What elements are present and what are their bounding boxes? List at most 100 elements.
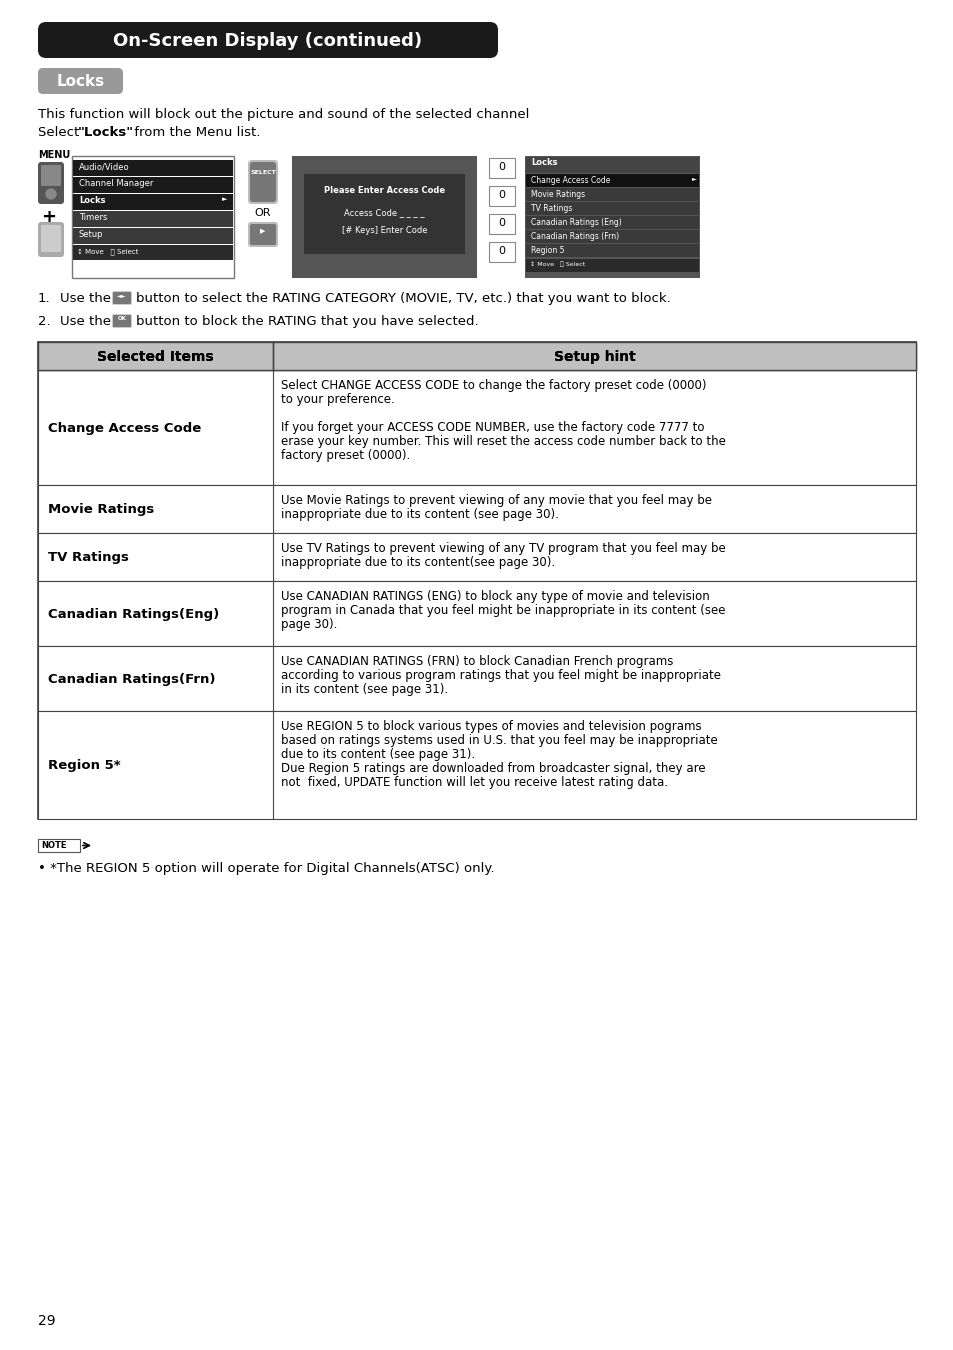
Text: button to select the RATING CATEGORY (MOVIE, TV, etc.) that you want to block.: button to select the RATING CATEGORY (MO… bbox=[136, 292, 670, 305]
Text: Canadian Ratings (Eng): Canadian Ratings (Eng) bbox=[531, 217, 621, 227]
Text: Select CHANGE ACCESS CODE to change the factory preset code (0000): Select CHANGE ACCESS CODE to change the … bbox=[281, 379, 706, 391]
Text: NOTE: NOTE bbox=[41, 841, 67, 850]
Text: ►: ► bbox=[691, 176, 696, 181]
FancyBboxPatch shape bbox=[38, 22, 497, 58]
Text: inappropriate due to its content(see page 30).: inappropriate due to its content(see pag… bbox=[281, 556, 555, 568]
Bar bbox=[38, 580, 915, 647]
Bar bbox=[525, 157, 699, 173]
Text: 0: 0 bbox=[498, 217, 505, 228]
Text: Use CANADIAN RATINGS (FRN) to block Canadian French programs: Use CANADIAN RATINGS (FRN) to block Cana… bbox=[281, 655, 673, 668]
Text: erase your key number. This will reset the access code number back to the: erase your key number. This will reset t… bbox=[281, 435, 725, 448]
Text: Use CANADIAN RATINGS (ENG) to block any type of movie and television: Use CANADIAN RATINGS (ENG) to block any … bbox=[281, 590, 709, 603]
Text: SELECT: SELECT bbox=[250, 170, 275, 176]
Text: 0: 0 bbox=[498, 162, 505, 171]
Text: in its content (see page 31).: in its content (see page 31). bbox=[281, 683, 448, 697]
Bar bbox=[525, 244, 699, 256]
Bar bbox=[73, 228, 233, 244]
FancyBboxPatch shape bbox=[41, 165, 61, 186]
Text: Channel Manager: Channel Manager bbox=[79, 180, 153, 188]
Text: Use REGION 5 to block various types of movies and television pograms: Use REGION 5 to block various types of m… bbox=[281, 720, 700, 733]
Bar bbox=[489, 242, 515, 262]
Text: OK: OK bbox=[117, 316, 127, 321]
FancyBboxPatch shape bbox=[248, 221, 277, 247]
Text: TV Ratings: TV Ratings bbox=[48, 552, 129, 564]
FancyBboxPatch shape bbox=[41, 225, 61, 252]
Text: Access Code _ _ _ _: Access Code _ _ _ _ bbox=[344, 208, 424, 217]
Text: • *The REGION 5 option will operate for Digital Channels(ATSC) only.: • *The REGION 5 option will operate for … bbox=[38, 863, 494, 875]
Text: This function will block out the picture and sound of the selected channel: This function will block out the picture… bbox=[38, 108, 529, 122]
Text: Setup hint: Setup hint bbox=[553, 350, 635, 365]
Bar bbox=[525, 230, 699, 243]
FancyBboxPatch shape bbox=[38, 221, 64, 256]
Text: Use TV Ratings to prevent viewing of any TV program that you feel may be: Use TV Ratings to prevent viewing of any… bbox=[281, 541, 725, 555]
Text: due to its content (see page 31).: due to its content (see page 31). bbox=[281, 748, 475, 761]
Bar bbox=[38, 342, 915, 819]
Bar bbox=[525, 188, 699, 201]
Text: 0: 0 bbox=[498, 246, 505, 256]
Text: ↕ Move   ␠ Select: ↕ Move ␠ Select bbox=[77, 248, 138, 255]
Text: If you forget your ACCESS CODE NUMBER, use the factory code 7777 to: If you forget your ACCESS CODE NUMBER, u… bbox=[281, 421, 703, 433]
Text: factory preset (0000).: factory preset (0000). bbox=[281, 450, 410, 462]
Circle shape bbox=[46, 189, 56, 198]
Text: [# Keys] Enter Code: [# Keys] Enter Code bbox=[341, 225, 427, 235]
Text: Region 5: Region 5 bbox=[531, 246, 564, 255]
Text: 2.: 2. bbox=[38, 315, 51, 328]
Text: 29: 29 bbox=[38, 1314, 55, 1328]
Bar bbox=[38, 342, 915, 370]
Text: Selected Items: Selected Items bbox=[97, 350, 213, 365]
Text: Timers: Timers bbox=[79, 213, 108, 221]
Text: program in Canada that you feel might be inappropriate in its content (see: program in Canada that you feel might be… bbox=[281, 603, 724, 617]
Text: based on ratings systems used in U.S. that you feel may be inappropriate: based on ratings systems used in U.S. th… bbox=[281, 734, 717, 747]
FancyBboxPatch shape bbox=[250, 224, 275, 244]
Bar bbox=[525, 259, 699, 271]
FancyBboxPatch shape bbox=[248, 161, 277, 204]
FancyBboxPatch shape bbox=[112, 292, 132, 305]
Text: Movie Ratings: Movie Ratings bbox=[48, 504, 154, 517]
Bar bbox=[525, 216, 699, 230]
Text: ◄►: ◄► bbox=[117, 293, 127, 298]
Text: 1.: 1. bbox=[38, 292, 51, 305]
Text: Due Region 5 ratings are downloaded from broadcaster signal, they are: Due Region 5 ratings are downloaded from… bbox=[281, 761, 705, 775]
Bar bbox=[525, 174, 699, 188]
Bar bbox=[38, 711, 915, 819]
Bar bbox=[38, 647, 915, 711]
Text: according to various program ratings that you feel might be inappropriate: according to various program ratings tha… bbox=[281, 670, 720, 682]
Text: ↕ Move   ␠ Select: ↕ Move ␠ Select bbox=[530, 261, 584, 266]
Text: Setup hint: Setup hint bbox=[553, 350, 635, 365]
Text: Use the: Use the bbox=[60, 315, 111, 328]
Bar bbox=[489, 215, 515, 234]
Text: Canadian Ratings (Frn): Canadian Ratings (Frn) bbox=[531, 232, 618, 242]
Text: Selected Items: Selected Items bbox=[97, 350, 213, 365]
Text: Locks: Locks bbox=[56, 74, 105, 89]
Bar bbox=[38, 533, 915, 580]
Text: Setup: Setup bbox=[79, 230, 103, 239]
Bar bbox=[38, 370, 915, 485]
Text: On-Screen Display (continued): On-Screen Display (continued) bbox=[113, 32, 422, 50]
Text: not  fixed, UPDATE function will let you receive latest rating data.: not fixed, UPDATE function will let you … bbox=[281, 776, 667, 788]
FancyBboxPatch shape bbox=[112, 315, 132, 328]
Text: Canadian Ratings(Frn): Canadian Ratings(Frn) bbox=[48, 674, 215, 686]
Text: inappropriate due to its content (see page 30).: inappropriate due to its content (see pa… bbox=[281, 508, 558, 521]
FancyBboxPatch shape bbox=[112, 315, 131, 327]
Text: Use Movie Ratings to prevent viewing of any movie that you feel may be: Use Movie Ratings to prevent viewing of … bbox=[281, 494, 711, 508]
Text: OR: OR bbox=[254, 208, 271, 217]
Bar bbox=[38, 485, 915, 533]
Bar bbox=[73, 161, 233, 176]
Text: 0: 0 bbox=[498, 190, 505, 200]
Text: Please Enter Access Code: Please Enter Access Code bbox=[324, 186, 445, 194]
Text: Use the: Use the bbox=[60, 292, 111, 305]
Text: button to block the RATING that you have selected.: button to block the RATING that you have… bbox=[136, 315, 478, 328]
Text: ►: ► bbox=[222, 196, 227, 202]
Bar bbox=[292, 157, 476, 278]
Text: Canadian Ratings(Eng): Canadian Ratings(Eng) bbox=[48, 608, 219, 621]
Text: Movie Ratings: Movie Ratings bbox=[531, 190, 584, 198]
Text: +: + bbox=[41, 208, 56, 225]
Text: "Locks": "Locks" bbox=[78, 126, 134, 139]
Text: ▶: ▶ bbox=[260, 228, 265, 234]
Bar bbox=[38, 342, 915, 370]
FancyBboxPatch shape bbox=[38, 68, 123, 94]
Text: from the Menu list.: from the Menu list. bbox=[130, 126, 260, 139]
Text: Locks: Locks bbox=[79, 196, 106, 205]
Text: Region 5*: Region 5* bbox=[48, 760, 120, 772]
Bar bbox=[38, 838, 80, 852]
